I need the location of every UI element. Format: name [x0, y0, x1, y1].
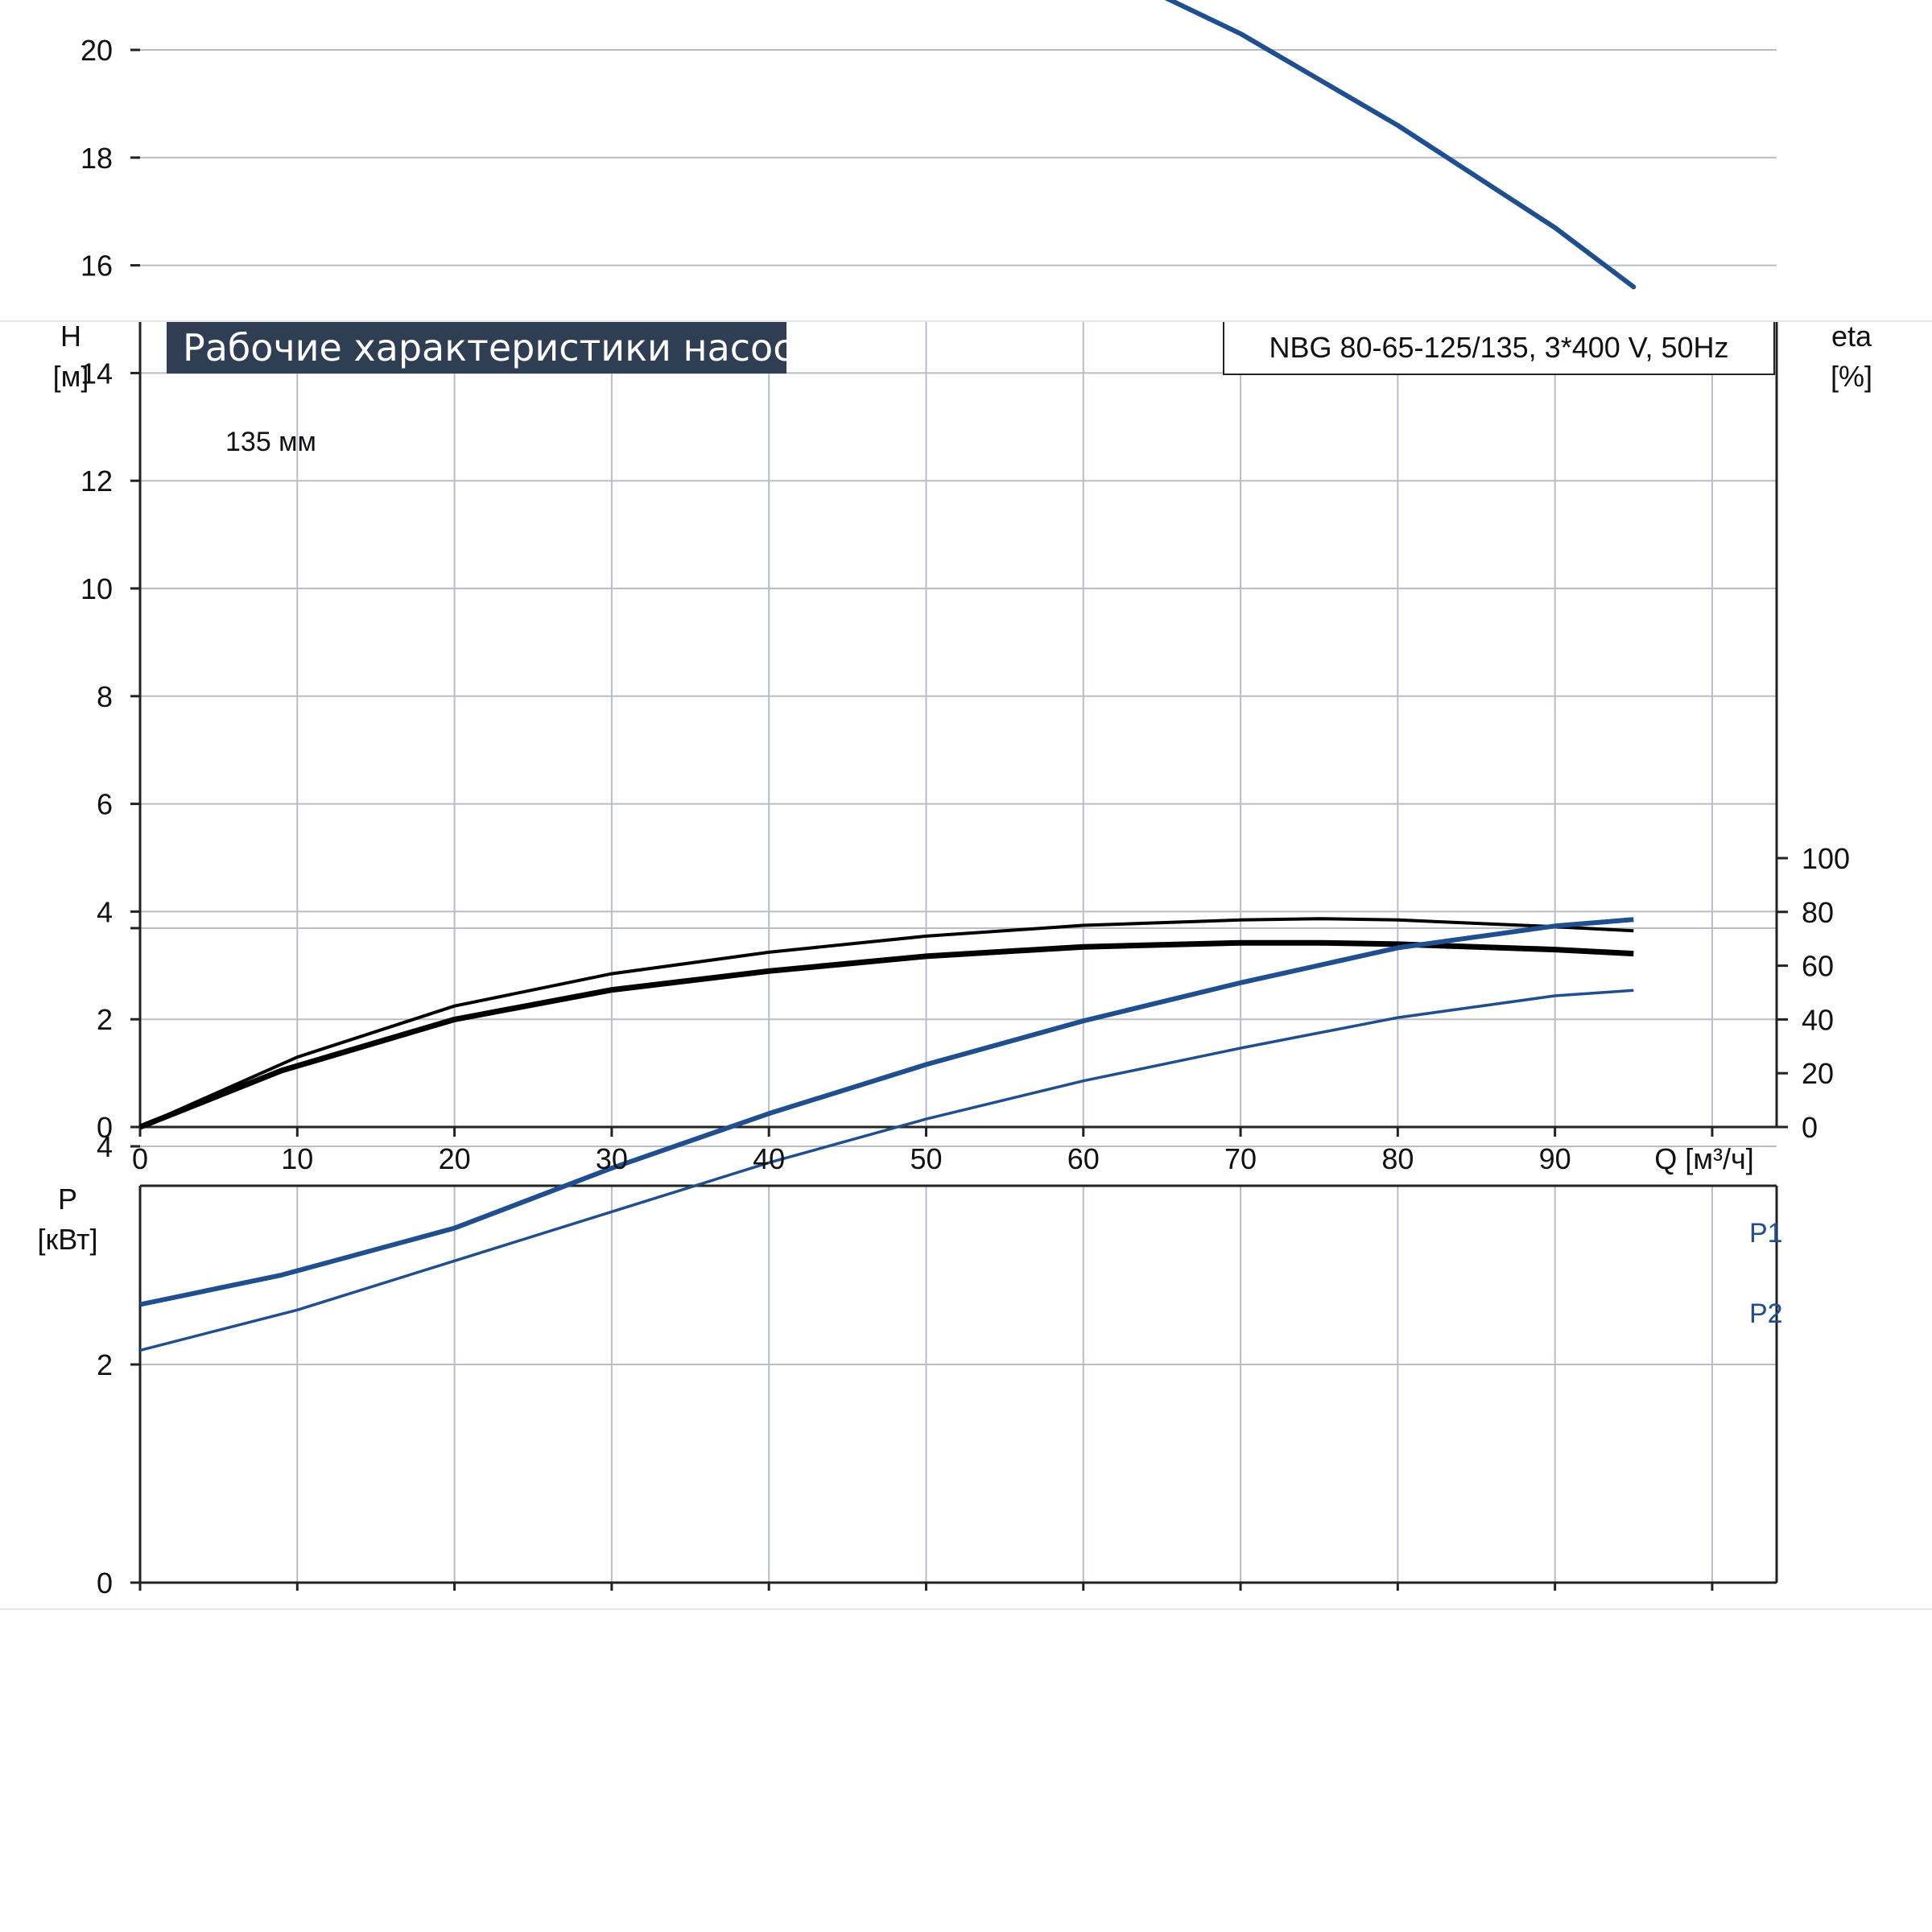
grid-layer — [140, 49, 1777, 1583]
h-axis-unit: [м] — [53, 360, 89, 393]
eta-axis-name: eta — [1831, 320, 1872, 353]
chart-title: Рабочие характеристики насоса — [167, 322, 786, 374]
p2-curve — [139, 989, 1634, 1352]
p-tick-label: 0 — [97, 1567, 113, 1600]
eta-axis-unit: [%] — [1831, 360, 1872, 393]
p1-label: P1 — [1749, 1218, 1783, 1249]
left-tick-label: 0 — [97, 1111, 113, 1144]
right-tick-label: 60 — [1802, 950, 1834, 983]
left-tick-label: 10 — [80, 572, 113, 605]
x-tick-label: 70 — [1224, 1142, 1257, 1175]
series-layer — [138, 0, 1637, 1352]
right-tick-label: 80 — [1802, 896, 1834, 929]
x-tick-label: 20 — [439, 1142, 471, 1175]
left-tick-label: 16 — [80, 250, 113, 283]
x-tick-label: 50 — [910, 1142, 942, 1175]
frame-layer — [130, 48, 1788, 1591]
x-tick-label: 80 — [1381, 1142, 1414, 1175]
x-tick-label: 90 — [1539, 1142, 1571, 1175]
p-axis-unit: [кВт] — [37, 1223, 97, 1256]
x-tick-label: 30 — [596, 1142, 628, 1175]
right-tick-label: 100 — [1802, 842, 1850, 875]
left-tick-label: 12 — [80, 464, 113, 497]
left-tick-label: 20 — [80, 34, 113, 67]
p2-label: P2 — [1749, 1298, 1783, 1329]
x-axis-label: Q [м³/ч] — [1654, 1142, 1754, 1175]
right-tick-label: 40 — [1802, 1003, 1834, 1036]
top-rule — [0, 320, 1932, 322]
right-tick-label: 0 — [1802, 1111, 1818, 1144]
efficiency-curve-upper — [139, 917, 1634, 1129]
left-tick-label: 14 — [80, 357, 113, 390]
p-tick-label: 2 — [97, 1348, 113, 1381]
p-axis-name: P — [58, 1183, 77, 1216]
left-tick-label: 4 — [97, 895, 113, 928]
x-tick-label: 0 — [132, 1142, 148, 1175]
left-tick-label: 6 — [97, 788, 113, 821]
x-tick-label: 60 — [1067, 1142, 1100, 1175]
left-tick-label: 2 — [97, 1003, 113, 1036]
model-label: NBG 80-65-125/135, 3*400 V, 50Hz — [1223, 322, 1775, 375]
left-tick-label: 8 — [97, 680, 113, 713]
impeller-annotation: 135 мм — [225, 427, 316, 457]
bottom-rule — [0, 1608, 1932, 1610]
x-tick-label: 40 — [753, 1142, 785, 1175]
x-tick-label: 10 — [281, 1142, 313, 1175]
p1-curve — [139, 917, 1634, 1307]
p-tick-label: 4 — [97, 1130, 113, 1163]
head-curve-135 — [1164, 0, 1637, 290]
left-tick-label: 18 — [80, 142, 113, 175]
right-tick-label: 20 — [1802, 1057, 1834, 1090]
h-axis-name: H — [60, 320, 81, 353]
text-layer: 0246810121416182022242602040608010001020… — [37, 34, 1872, 1600]
